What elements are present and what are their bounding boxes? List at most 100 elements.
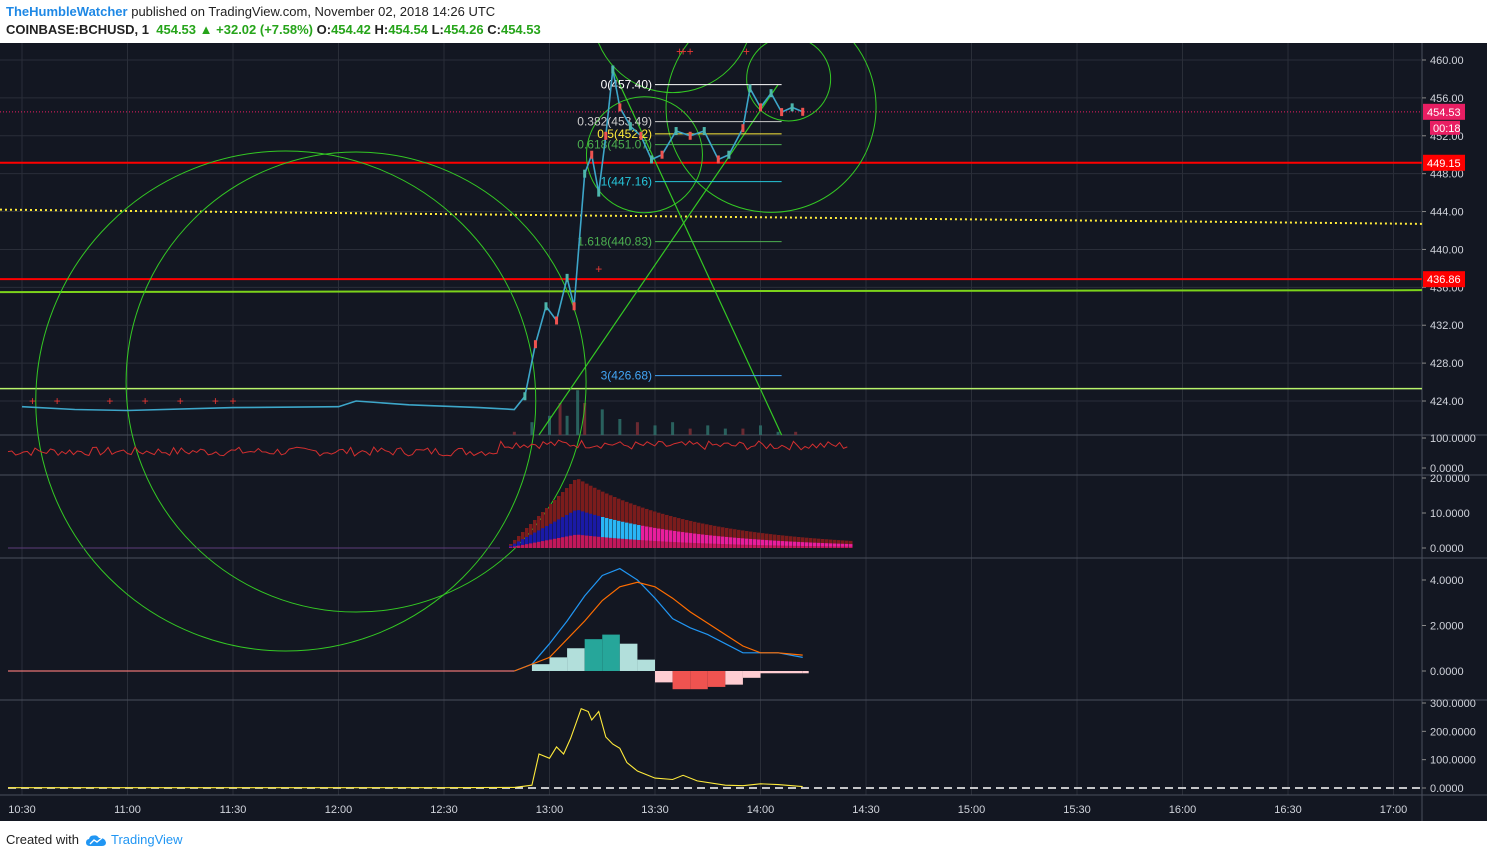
hist-bar (529, 534, 533, 548)
hist-bar (561, 517, 565, 548)
trend-line (612, 69, 783, 436)
candle-body (660, 150, 664, 159)
x-tick-label: 11:30 (220, 804, 247, 816)
hist-bar (601, 516, 605, 548)
open-value: 454.42 (331, 22, 371, 37)
hist-bar-inner (673, 542, 677, 548)
hist-bar-inner (777, 545, 781, 548)
candle-body (611, 65, 615, 74)
macd-hist-bar (619, 643, 638, 671)
fib-level-label: 0(457.40) (601, 78, 652, 92)
macd-hist-bar (707, 671, 726, 687)
hist-bar (521, 539, 525, 548)
hist-bar (593, 514, 597, 548)
tradingview-link[interactable]: TradingView (110, 832, 183, 847)
macd-hist-bar (802, 671, 809, 674)
macd-line (514, 567, 803, 672)
hist-bar-inner (525, 544, 529, 548)
candle-body (604, 131, 608, 140)
hist-bar (641, 525, 645, 548)
hist-bar (833, 543, 837, 548)
candle-body (555, 316, 559, 325)
candle-body (716, 155, 720, 164)
chart-canvas[interactable]: 424.00428.00432.00436.00440.00444.00448.… (0, 43, 1487, 821)
candle-body (565, 273, 569, 282)
hist-bar-inner (757, 545, 761, 548)
hist-bar (777, 540, 781, 548)
hist-bar (509, 545, 513, 548)
price-axis-background (1422, 43, 1487, 821)
candle-body (590, 150, 594, 159)
volume-bar (512, 431, 516, 435)
hist-bar (605, 518, 609, 548)
fib-circle (598, 43, 748, 94)
signal-marker: + (212, 394, 219, 408)
hist-bar-inner (793, 545, 797, 548)
hist-bar (649, 527, 653, 548)
hist-bar (801, 542, 805, 548)
candle-body (759, 103, 763, 112)
hist-bar (761, 539, 765, 548)
hist-bar (701, 534, 705, 548)
hist-bar (821, 543, 825, 548)
hist-bar (721, 536, 725, 548)
volume-bar (688, 428, 692, 435)
hist-bar (709, 535, 713, 548)
hist-bar (773, 540, 777, 548)
symbol-line: COINBASE:BCHUSD, 1 454.53 ▲ +32.02 (+7.5… (6, 22, 541, 37)
hist-bar-inner (557, 537, 561, 548)
signal-marker: + (229, 394, 236, 408)
fib-circle (585, 96, 703, 214)
hist-bar (829, 543, 833, 548)
hist-bar-inner (745, 544, 749, 548)
candle-body (780, 108, 784, 117)
hist-bar (733, 537, 737, 548)
hist-bar (597, 515, 601, 548)
x-tick-label: 16:00 (1169, 804, 1197, 816)
y-tick-label: 100.0000 (1430, 755, 1476, 767)
hist-bar (629, 523, 633, 548)
hist-bar-inner (565, 536, 569, 548)
hist-bar (537, 530, 541, 548)
hist-bar (665, 529, 669, 548)
hist-bar-inner (529, 543, 533, 548)
hist-bar-inner (537, 541, 541, 548)
x-tick-label: 12:30 (430, 804, 458, 816)
hist-bar-inner (605, 537, 609, 548)
hist-bar (729, 537, 733, 548)
hist-bar-inner (625, 539, 629, 548)
close-value: 454.53 (500, 22, 541, 37)
hist-bar-inner (553, 538, 557, 548)
hist-bar-inner (613, 538, 617, 548)
hist-bar (613, 519, 617, 548)
candle-body (618, 103, 622, 112)
hist-bar (841, 543, 845, 548)
hist-bar (557, 519, 561, 548)
hist-bar-inner (681, 542, 685, 548)
author-link[interactable]: TheHumbleWatcher (6, 4, 128, 19)
x-tick-label: 14:00 (747, 804, 775, 816)
signal-marker: + (106, 394, 113, 408)
hist-bar (741, 538, 745, 548)
fib-level-label: 0.618(451.07) (577, 138, 652, 152)
candle-body (790, 103, 794, 112)
hist-bar (765, 540, 769, 548)
candle-body (688, 131, 692, 140)
hist-bar (669, 530, 673, 548)
hist-bar (573, 510, 577, 548)
x-tick-label: 10:30 (8, 804, 36, 816)
hist-bar (541, 528, 545, 548)
candle-body (748, 84, 752, 93)
level-tag-label: 449.15 (1427, 158, 1461, 170)
hist-bar (797, 541, 801, 548)
open-label: O: (316, 22, 332, 37)
symbol-label[interactable]: COINBASE:BCHUSD, 1 (6, 22, 150, 37)
hist-bar (585, 512, 589, 548)
hist-bar-inner (733, 544, 737, 548)
hist-bar (713, 535, 717, 548)
macd-hist-bar (549, 657, 568, 671)
macd-hist-bar (602, 634, 620, 671)
hist-bar-inner (533, 542, 537, 548)
countdown-label: 00:18 (1433, 123, 1461, 135)
volume-bar (759, 425, 763, 435)
